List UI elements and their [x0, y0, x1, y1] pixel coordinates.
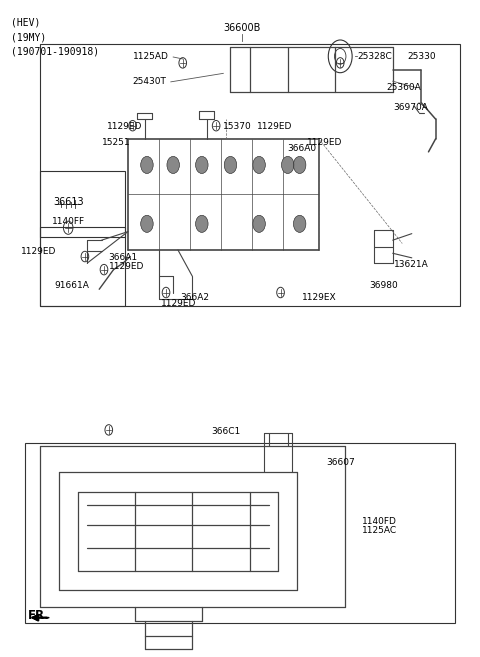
Text: 25360A: 25360A — [386, 83, 421, 92]
Text: 36613: 36613 — [53, 196, 84, 206]
Text: 1125AC: 1125AC — [362, 526, 397, 535]
Bar — [25, 443, 455, 623]
Text: 1125AD: 1125AD — [132, 53, 168, 62]
Circle shape — [224, 156, 237, 173]
Bar — [39, 44, 459, 306]
Bar — [39, 171, 125, 237]
Text: 1129ED: 1129ED — [257, 122, 292, 131]
Text: (19MY): (19MY) — [11, 32, 46, 42]
Text: 1129ED: 1129ED — [109, 262, 144, 271]
Text: 366A2: 366A2 — [180, 292, 209, 302]
Text: 1129ED: 1129ED — [307, 137, 342, 147]
Text: 13621A: 13621A — [394, 260, 429, 269]
Circle shape — [196, 215, 208, 233]
Text: 1129ED: 1129ED — [161, 299, 197, 308]
Circle shape — [253, 156, 265, 173]
Text: 1129ED: 1129ED — [21, 247, 56, 256]
Circle shape — [281, 156, 294, 173]
Circle shape — [293, 215, 306, 233]
Bar — [39, 227, 125, 306]
Circle shape — [253, 215, 265, 233]
Text: 36980: 36980 — [369, 281, 397, 290]
Text: 91661A: 91661A — [55, 281, 90, 290]
Text: 15251: 15251 — [102, 137, 130, 147]
Text: 1129ED: 1129ED — [107, 122, 142, 131]
Text: 366A0: 366A0 — [288, 144, 317, 153]
Circle shape — [196, 156, 208, 173]
Text: 366C1: 366C1 — [211, 427, 240, 436]
Text: 1129EX: 1129EX — [302, 292, 336, 302]
Text: 25330: 25330 — [407, 53, 436, 62]
Text: 36607: 36607 — [326, 458, 355, 467]
Text: 1140FF: 1140FF — [52, 217, 85, 226]
Circle shape — [167, 156, 180, 173]
Text: 1140FD: 1140FD — [362, 517, 396, 526]
Text: (HEV): (HEV) — [11, 18, 40, 28]
Circle shape — [141, 215, 153, 233]
Circle shape — [293, 156, 306, 173]
Text: 36600B: 36600B — [224, 23, 261, 33]
Text: 15370: 15370 — [223, 122, 252, 131]
Circle shape — [141, 156, 153, 173]
Text: 36970A: 36970A — [394, 103, 429, 112]
Text: (190701-190918): (190701-190918) — [11, 47, 99, 57]
Text: FR.: FR. — [28, 608, 49, 622]
Text: 25430T: 25430T — [132, 77, 166, 85]
Text: 366A1: 366A1 — [109, 254, 138, 262]
Text: 25328C: 25328C — [357, 53, 392, 62]
